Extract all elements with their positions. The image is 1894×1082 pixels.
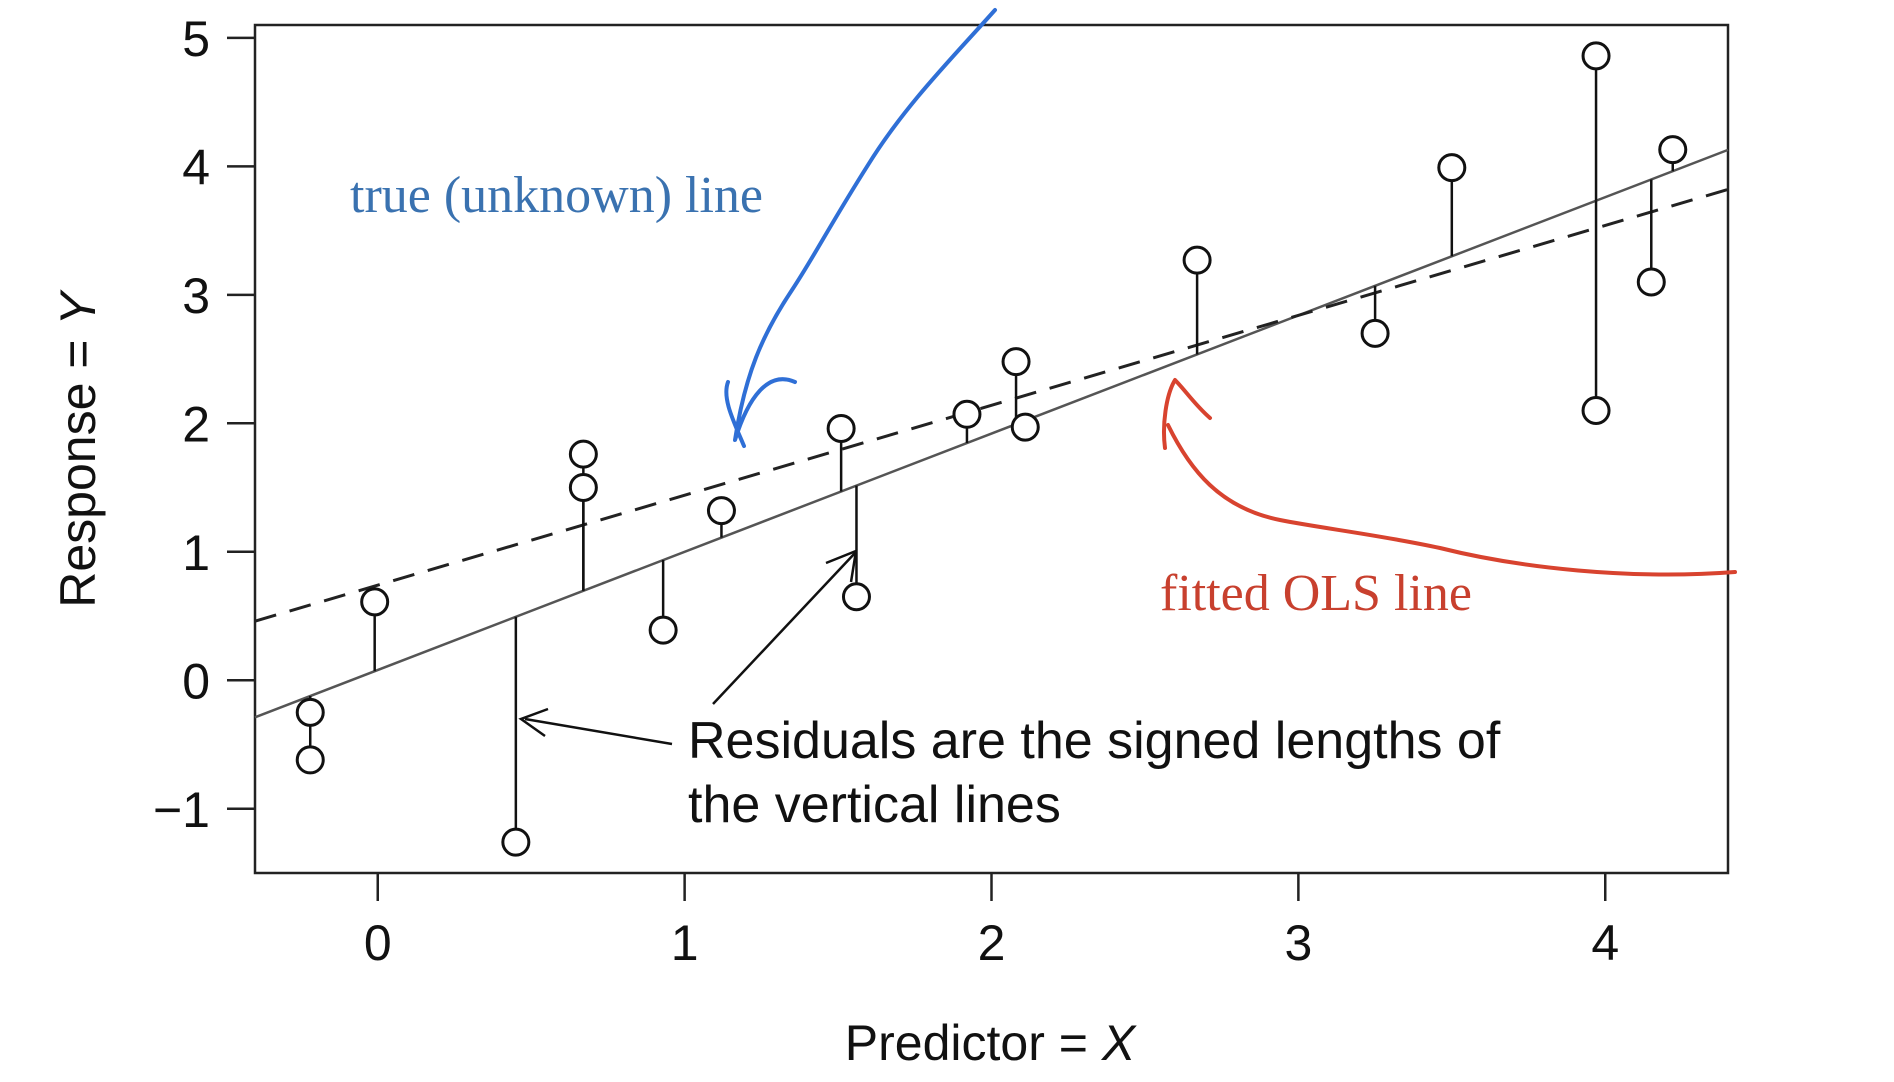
data-point	[568, 439, 598, 469]
y-tick-label: 2	[182, 396, 210, 452]
data-point	[501, 827, 531, 857]
ols-line-handwritten-label: fitted OLS line	[1160, 565, 1472, 622]
data-point	[1182, 245, 1212, 275]
data-point	[568, 473, 598, 503]
x-tick-label: 1	[671, 915, 699, 971]
blue-arrow-stroke	[724, 8, 997, 448]
data-point	[1360, 318, 1390, 348]
fitted-ols-line	[254, 148, 1729, 719]
red-hand-arrow	[1162, 378, 1737, 577]
red-arrow-stroke	[1162, 378, 1737, 577]
y-tick-label: 3	[182, 268, 210, 324]
data-point	[952, 399, 982, 429]
data-points	[295, 41, 1688, 857]
data-point	[295, 697, 325, 727]
x-tick-label: 2	[978, 915, 1006, 971]
arrow-to-residual-right	[712, 552, 856, 705]
y-tick-label: −1	[153, 782, 210, 838]
residual-annotation-line2: the vertical lines	[688, 776, 1061, 834]
data-point	[1001, 347, 1031, 377]
y-tick-label: 5	[182, 11, 210, 67]
x-axis: 0 1 2 3 4	[364, 873, 1619, 971]
data-point	[1581, 41, 1611, 71]
true-dashed-line	[254, 188, 1729, 623]
data-point	[360, 587, 390, 617]
blue-hand-arrow	[724, 8, 997, 448]
y-axis: −1 0 1 2 3 4 5	[153, 11, 255, 838]
data-point	[1658, 135, 1688, 165]
data-point	[841, 582, 871, 612]
data-point	[1437, 153, 1467, 183]
x-axis-title: Predictor = X	[845, 1015, 1137, 1071]
annotation-arrows	[518, 549, 858, 746]
x-tick-label: 0	[364, 915, 392, 971]
data-point	[1581, 395, 1611, 425]
data-point	[706, 496, 736, 526]
residual-annotation-line1: Residuals are the signed lengths of	[688, 712, 1501, 770]
y-tick-label: 0	[182, 653, 210, 709]
data-point	[826, 413, 856, 443]
data-point	[295, 745, 325, 775]
y-axis-title: Response = Y	[50, 289, 106, 608]
y-tick-label: 1	[182, 525, 210, 581]
true-line-handwritten-label: true (unknown) line	[350, 167, 763, 224]
regression-lines	[254, 148, 1729, 719]
x-tick-label: 4	[1591, 915, 1619, 971]
data-point	[1010, 412, 1040, 442]
x-tick-label: 3	[1284, 915, 1312, 971]
data-point	[648, 615, 678, 645]
arrowhead-right	[825, 549, 858, 583]
data-point	[1636, 267, 1666, 297]
y-tick-label: 4	[182, 139, 210, 195]
arrowhead-left	[518, 707, 549, 738]
arrow-to-residual-left	[524, 717, 673, 746]
